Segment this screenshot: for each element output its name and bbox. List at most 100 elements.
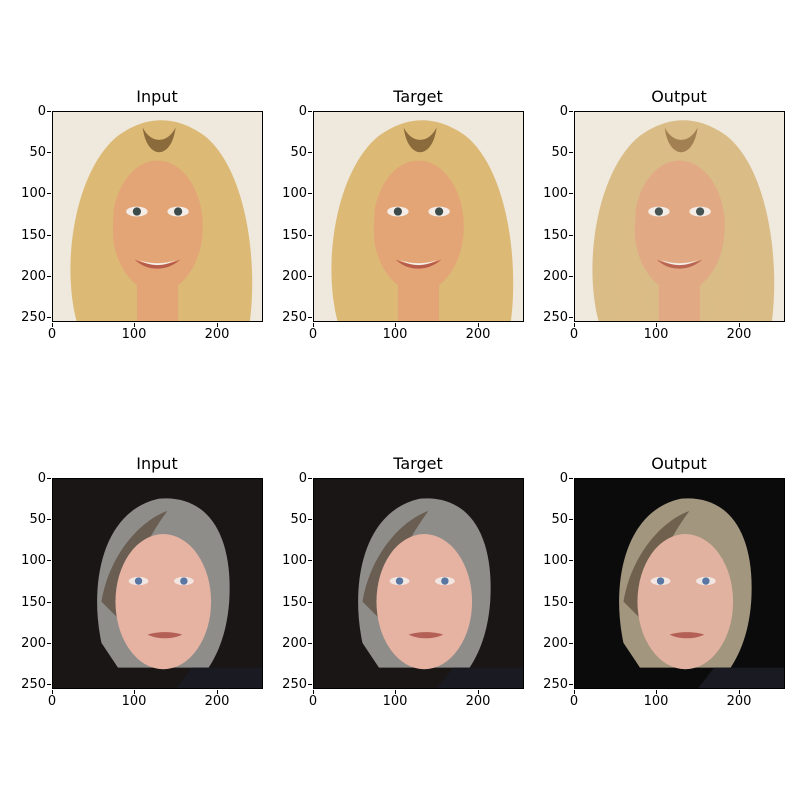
y-tick	[569, 684, 573, 685]
y-tick	[47, 643, 51, 644]
y-tick-label: 0	[6, 105, 46, 118]
y-tick-label: 200	[6, 637, 46, 650]
y-tick	[569, 111, 573, 112]
axes-frame	[313, 111, 524, 322]
y-tick-label: 100	[6, 554, 46, 567]
y-tick	[47, 602, 51, 603]
y-tick-label: 50	[267, 146, 307, 159]
y-tick-label: 100	[267, 554, 307, 567]
y-tick-label: 50	[528, 513, 568, 526]
axes-frame	[574, 111, 785, 322]
y-tick-label: 150	[528, 229, 568, 242]
image-panel: Target 0 50 100 150 200 250 0 100 200	[313, 478, 524, 689]
x-tick-label: 200	[719, 695, 759, 708]
axes-frame	[52, 478, 263, 689]
y-tick-label: 0	[267, 472, 307, 485]
y-tick	[569, 152, 573, 153]
y-tick	[47, 235, 51, 236]
y-tick	[308, 560, 312, 561]
y-tick-label: 100	[528, 187, 568, 200]
panel-title: Input	[27, 87, 287, 106]
y-tick-label: 250	[528, 678, 568, 691]
y-tick-label: 150	[267, 229, 307, 242]
y-tick	[308, 684, 312, 685]
y-tick	[569, 519, 573, 520]
y-tick	[47, 560, 51, 561]
axes-frame	[574, 478, 785, 689]
x-tick-label: 0	[32, 328, 72, 341]
y-tick-label: 100	[528, 554, 568, 567]
x-tick-label: 0	[293, 328, 333, 341]
y-tick	[308, 276, 312, 277]
y-tick-label: 200	[267, 637, 307, 650]
y-tick-label: 150	[6, 596, 46, 609]
panel-title: Target	[288, 87, 548, 106]
panel-title: Output	[549, 454, 800, 473]
y-tick-label: 50	[267, 513, 307, 526]
y-tick-label: 250	[6, 678, 46, 691]
y-tick	[308, 519, 312, 520]
y-tick-label: 0	[528, 472, 568, 485]
y-tick-label: 0	[267, 105, 307, 118]
y-tick	[47, 111, 51, 112]
x-tick-label: 0	[554, 328, 594, 341]
y-tick	[569, 193, 573, 194]
y-tick	[47, 478, 51, 479]
y-tick-label: 0	[528, 105, 568, 118]
image-panel: Input 0 50 100 150 200 250 0 100 200	[52, 478, 263, 689]
y-tick	[308, 193, 312, 194]
x-tick-label: 200	[458, 328, 498, 341]
y-tick	[308, 111, 312, 112]
y-tick	[47, 519, 51, 520]
y-tick	[308, 478, 312, 479]
image-panel: Output 0 50 100 150 200 250 0 100 200	[574, 111, 785, 322]
axes-frame	[52, 111, 263, 322]
y-tick-label: 100	[267, 187, 307, 200]
y-tick-label: 50	[6, 513, 46, 526]
y-tick	[569, 235, 573, 236]
y-tick	[308, 643, 312, 644]
y-tick-label: 200	[528, 637, 568, 650]
image-panel: Input 0 50 100 150 200 250 0 100 200	[52, 111, 263, 322]
x-tick-label: 200	[458, 695, 498, 708]
panel-title: Input	[27, 454, 287, 473]
image-panel: Target 0 50 100 150 200 250 0 100 200	[313, 111, 524, 322]
y-tick	[569, 643, 573, 644]
y-tick	[569, 276, 573, 277]
y-tick-label: 50	[528, 146, 568, 159]
y-tick	[569, 560, 573, 561]
y-tick	[308, 602, 312, 603]
y-tick	[47, 193, 51, 194]
panel-title: Output	[549, 87, 800, 106]
x-tick-label: 100	[375, 328, 415, 341]
y-tick-label: 150	[6, 229, 46, 242]
x-tick-label: 100	[114, 328, 154, 341]
panel-title: Target	[288, 454, 548, 473]
y-tick	[47, 684, 51, 685]
y-tick-label: 250	[267, 311, 307, 324]
y-tick	[47, 317, 51, 318]
y-tick	[569, 478, 573, 479]
y-tick-label: 150	[528, 596, 568, 609]
y-tick-label: 250	[267, 678, 307, 691]
y-tick-label: 50	[6, 146, 46, 159]
y-tick	[308, 235, 312, 236]
y-tick	[569, 317, 573, 318]
y-tick	[308, 152, 312, 153]
axes-frame	[313, 478, 524, 689]
y-tick	[47, 276, 51, 277]
x-tick-label: 100	[636, 328, 676, 341]
x-tick-label: 200	[197, 328, 237, 341]
x-tick-label: 0	[554, 695, 594, 708]
y-tick-label: 250	[528, 311, 568, 324]
y-tick-label: 200	[528, 270, 568, 283]
y-tick-label: 200	[6, 270, 46, 283]
x-tick-label: 0	[32, 695, 72, 708]
y-tick-label: 150	[267, 596, 307, 609]
x-tick-label: 200	[719, 328, 759, 341]
x-tick-label: 100	[114, 695, 154, 708]
y-tick-label: 250	[6, 311, 46, 324]
y-tick	[47, 152, 51, 153]
y-tick-label: 100	[6, 187, 46, 200]
x-tick-label: 0	[293, 695, 333, 708]
